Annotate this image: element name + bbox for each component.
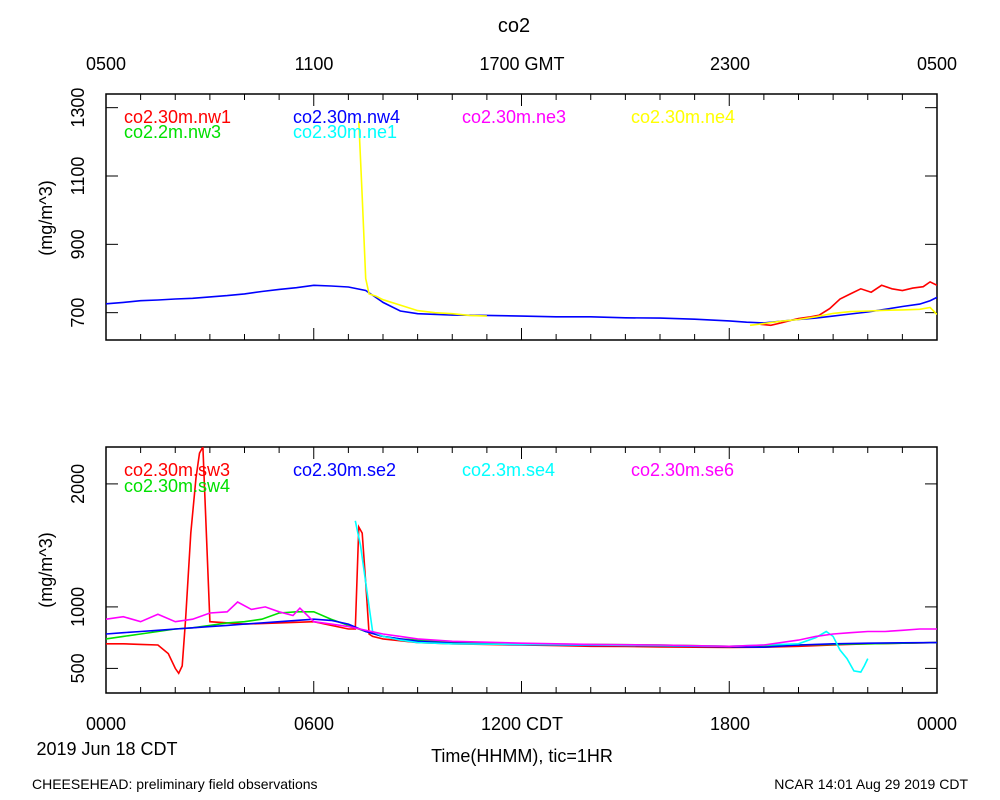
legend-co2-30m-ne4: co2.30m.ne4	[631, 107, 735, 127]
bottom-axis-label-0: 0000	[86, 714, 126, 734]
legend-co2-30m-sw3: co2.30m.sw3	[124, 460, 230, 480]
top-panel-series	[106, 121, 937, 327]
bottom-axis-label-1: 0600	[294, 714, 334, 734]
top-panel-y-ticks: 700 900 1100 1300	[68, 88, 937, 328]
legend-co2-30m-nw4: co2.30m.nw4	[293, 107, 400, 127]
series-line-co2-30m-se6	[106, 601, 937, 648]
series-line-co2-30m-ne4-late	[749, 306, 937, 327]
legend-co2-30m-ne1: co2.30m.ne1	[293, 122, 397, 142]
bottom-panel-frame	[105, 446, 938, 694]
top-ytick-label-1100: 1100	[68, 157, 88, 196]
top-axis-label-4: 0500	[917, 54, 957, 74]
top-gmt-axis: 0500 1100 1700 GMT 2300 0500	[86, 54, 957, 74]
top-panel-ylabel: (mg/m^3)	[36, 180, 56, 255]
x-axis-title: Time(HHMM), tic=1HR	[431, 746, 613, 766]
top-axis-label-1: 1100	[295, 54, 334, 74]
top-ytick-label-900: 900	[68, 229, 88, 259]
top-axis-label-3: 2300	[710, 54, 750, 74]
bottom-axis-label-4: 0000	[917, 714, 957, 734]
bottom-panel-ticks	[105, 447, 938, 693]
footer-right: NCAR 14:01 Aug 29 2019 CDT	[774, 776, 968, 792]
bottom-panel-ylabel: (mg/m^3)	[36, 532, 56, 607]
bottom-cdt-axis: 0000 0600 1200 CDT 1800 0000	[86, 714, 957, 734]
legend-co2-30m-nw1: co2.30m.nw1	[124, 107, 231, 127]
top-axis-label-0: 0500	[86, 54, 126, 74]
series-line-co2-3m-se4	[354, 520, 869, 673]
top-axis-label-2: 1700 GMT	[479, 54, 564, 74]
bottom-ytick-label-500: 500	[68, 653, 88, 683]
top-panel-frame	[105, 93, 938, 341]
series-line-co2-30m-sw3	[106, 447, 937, 675]
bottom-panel: 500 1000 2000 (mg/m^3) co2.30m.sw3 co2.30m…	[36, 446, 938, 694]
legend-co2-2m-nw3: co2.2m.nw3	[124, 122, 221, 142]
bottom-ytick-label-1000: 1000	[68, 587, 88, 627]
bottom-ytick-label-2000: 2000	[68, 464, 88, 504]
top-panel: 700 900 1100 1300 (mg/m^3) co2.30m.nw1 co2.…	[36, 88, 938, 341]
legend-co2-3m-se4: co2.3m.se4	[462, 460, 555, 480]
footer-left: CHEESEHEAD: preliminary field observatio…	[32, 776, 318, 792]
bottom-axis-label-3: 1800	[710, 714, 750, 734]
legend-co2-30m-sw4: co2.30m.sw4	[124, 476, 230, 496]
top-ytick-label-1300: 1300	[68, 88, 88, 128]
figure-title: co2	[498, 15, 530, 37]
bottom-axis-label-2: 1200 CDT	[481, 714, 563, 734]
series-line-co2-30m-ne4	[358, 121, 487, 317]
top-ytick-label-700: 700	[68, 298, 88, 328]
bottom-panel-series	[106, 447, 937, 675]
legend-co2-30m-ne3: co2.30m.ne3	[462, 107, 566, 127]
legend-co2-30m-se2: co2.30m.se2	[293, 460, 396, 480]
legend-co2-30m-se6: co2.30m.se6	[631, 460, 734, 480]
series-line-co2-30m-nw1	[760, 280, 937, 327]
date-label: 2019 Jun 18 CDT	[36, 739, 177, 759]
series-line-co2-30m-sw4	[106, 610, 937, 648]
top-panel-legend: co2.30m.nw1 co2.30m.nw4 co2.30m.ne3 co2.…	[124, 107, 735, 142]
bottom-panel-y-ticks: 500 1000 2000	[68, 464, 937, 683]
top-panel-ticks	[105, 94, 938, 340]
bottom-panel-legend: co2.30m.sw3 co2.30m.se2 co2.3m.se4 co2.3…	[124, 460, 734, 496]
